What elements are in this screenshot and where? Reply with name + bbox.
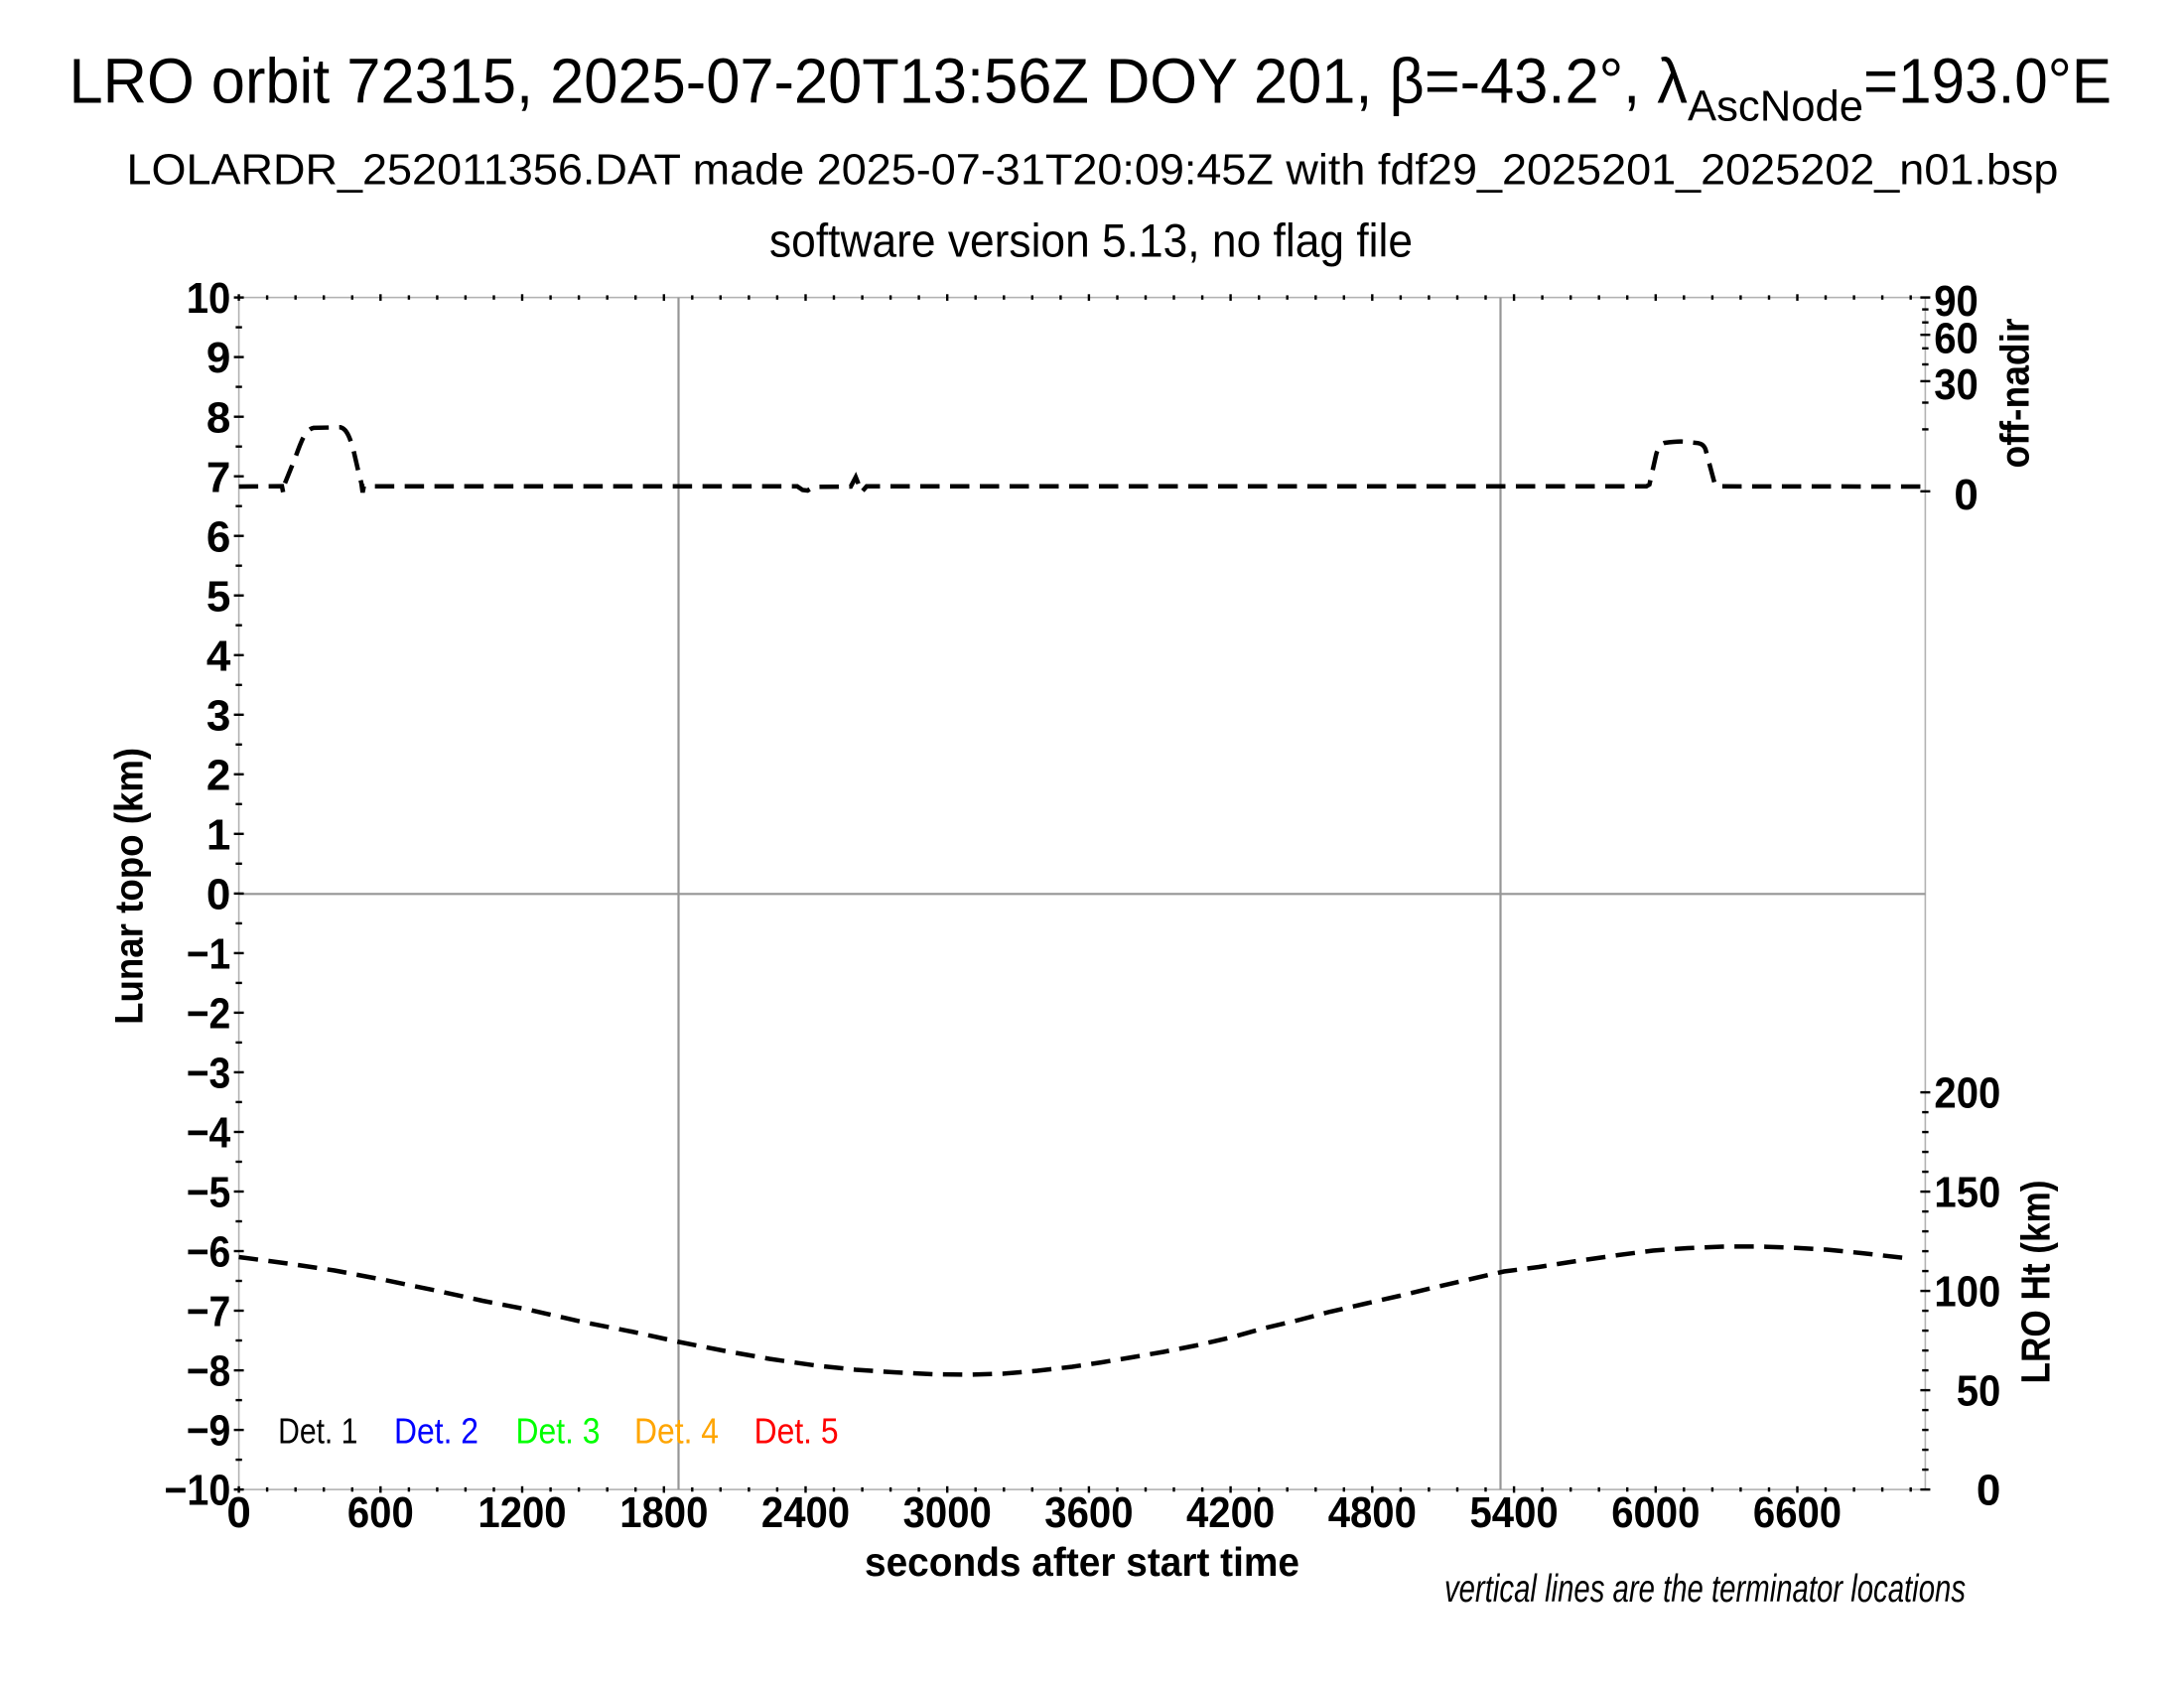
svg-text:60: 60	[1934, 314, 1979, 362]
svg-text:200: 200	[1934, 1069, 2000, 1118]
svg-text:−8: −8	[187, 1347, 231, 1396]
svg-text:−9: −9	[187, 1407, 231, 1456]
svg-text:0: 0	[1977, 1467, 2000, 1515]
svg-text:LRO Ht (km): LRO Ht (km)	[2012, 1181, 2058, 1384]
svg-text:9: 9	[206, 334, 230, 382]
svg-text:600: 600	[347, 1488, 414, 1537]
svg-text:5: 5	[206, 572, 230, 621]
svg-text:off-nadir: off-nadir	[1991, 318, 2037, 468]
svg-text:0: 0	[1954, 471, 1978, 519]
svg-text:−2: −2	[187, 990, 231, 1039]
svg-text:−1: −1	[187, 930, 231, 979]
svg-text:−3: −3	[187, 1050, 231, 1098]
svg-text:−4: −4	[187, 1109, 231, 1158]
svg-text:8: 8	[206, 393, 230, 442]
svg-text:−5: −5	[187, 1169, 231, 1217]
svg-text:0: 0	[206, 871, 230, 919]
svg-text:LOLARDR_252011356.DAT made 202: LOLARDR_252011356.DAT made 2025-07-31T20…	[127, 145, 2059, 194]
svg-text:5400: 5400	[1470, 1488, 1559, 1537]
svg-text:vertical lines are the termina: vertical lines are the terminator locati…	[1444, 1568, 1966, 1611]
svg-text:0: 0	[226, 1488, 250, 1537]
svg-text:software version 5.13, no flag: software version 5.13, no flag file	[769, 214, 1413, 267]
svg-text:4200: 4200	[1186, 1488, 1275, 1537]
svg-text:3000: 3000	[903, 1488, 992, 1537]
svg-text:−6: −6	[187, 1228, 231, 1277]
svg-text:100: 100	[1934, 1268, 2000, 1317]
svg-text:2: 2	[206, 751, 230, 799]
svg-text:Det. 4: Det. 4	[634, 1410, 719, 1451]
svg-text:3: 3	[206, 691, 230, 740]
svg-text:Det. 3: Det. 3	[516, 1410, 601, 1451]
svg-text:Det. 5: Det. 5	[754, 1410, 839, 1451]
svg-text:Lunar topo (km): Lunar topo (km)	[108, 748, 152, 1025]
svg-text:−10: −10	[164, 1467, 230, 1515]
svg-text:Det. 1: Det. 1	[278, 1410, 357, 1451]
svg-text:Det. 2: Det. 2	[394, 1410, 478, 1451]
svg-text:LRO orbit 72315, 2025-07-20T13: LRO orbit 72315, 2025-07-20T13:56Z DOY 2…	[69, 46, 1689, 117]
svg-text:150: 150	[1934, 1169, 2000, 1217]
svg-text:50: 50	[1957, 1367, 2001, 1416]
svg-text:2400: 2400	[761, 1488, 850, 1537]
svg-text:3600: 3600	[1044, 1488, 1133, 1537]
svg-text:=193.0°E: =193.0°E	[1863, 46, 2112, 117]
svg-text:6000: 6000	[1611, 1488, 1700, 1537]
svg-text:6600: 6600	[1753, 1488, 1842, 1537]
svg-text:4: 4	[206, 632, 231, 680]
svg-text:30: 30	[1934, 360, 1979, 409]
svg-text:7: 7	[206, 453, 230, 501]
svg-text:6: 6	[206, 512, 230, 561]
svg-text:1: 1	[206, 810, 230, 859]
svg-text:AscNode: AscNode	[1688, 83, 1863, 131]
svg-text:1200: 1200	[478, 1488, 566, 1537]
svg-text:10: 10	[187, 274, 231, 323]
svg-text:90: 90	[1934, 277, 1979, 326]
svg-text:−7: −7	[187, 1288, 231, 1336]
svg-text:seconds after start time: seconds after start time	[865, 1539, 1299, 1585]
svg-text:4800: 4800	[1328, 1488, 1417, 1537]
svg-text:1800: 1800	[619, 1488, 708, 1537]
